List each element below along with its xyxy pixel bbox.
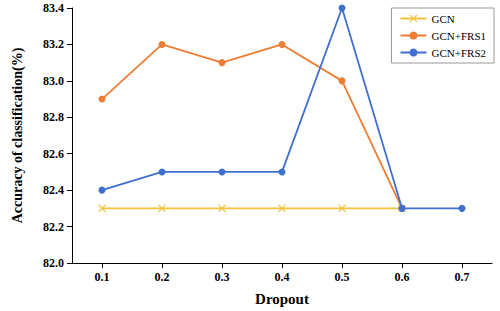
svg-text:0.4: 0.4 — [275, 270, 290, 284]
svg-text:82.8: 82.8 — [43, 110, 64, 124]
svg-text:GCN+FRS1: GCN+FRS1 — [431, 30, 486, 42]
svg-text:83.2: 83.2 — [43, 37, 64, 51]
svg-text:82.2: 82.2 — [43, 220, 64, 234]
svg-text:Dropout: Dropout — [255, 291, 309, 307]
svg-text:0.7: 0.7 — [455, 270, 470, 284]
svg-text:83.0: 83.0 — [43, 74, 64, 88]
svg-text:GCN: GCN — [431, 13, 454, 25]
svg-text:Accuracy of classification(%): Accuracy of classification(%) — [10, 47, 26, 223]
svg-text:82.4: 82.4 — [43, 183, 64, 197]
svg-text:GCN+FRS2: GCN+FRS2 — [431, 47, 486, 59]
svg-text:0.5: 0.5 — [335, 270, 350, 284]
svg-text:82.6: 82.6 — [43, 147, 64, 161]
svg-text:0.2: 0.2 — [155, 270, 170, 284]
svg-text:82.0: 82.0 — [43, 256, 64, 270]
svg-text:0.1: 0.1 — [95, 270, 110, 284]
svg-text:83.4: 83.4 — [43, 1, 64, 15]
svg-text:0.3: 0.3 — [215, 270, 230, 284]
svg-text:0.6: 0.6 — [395, 270, 410, 284]
